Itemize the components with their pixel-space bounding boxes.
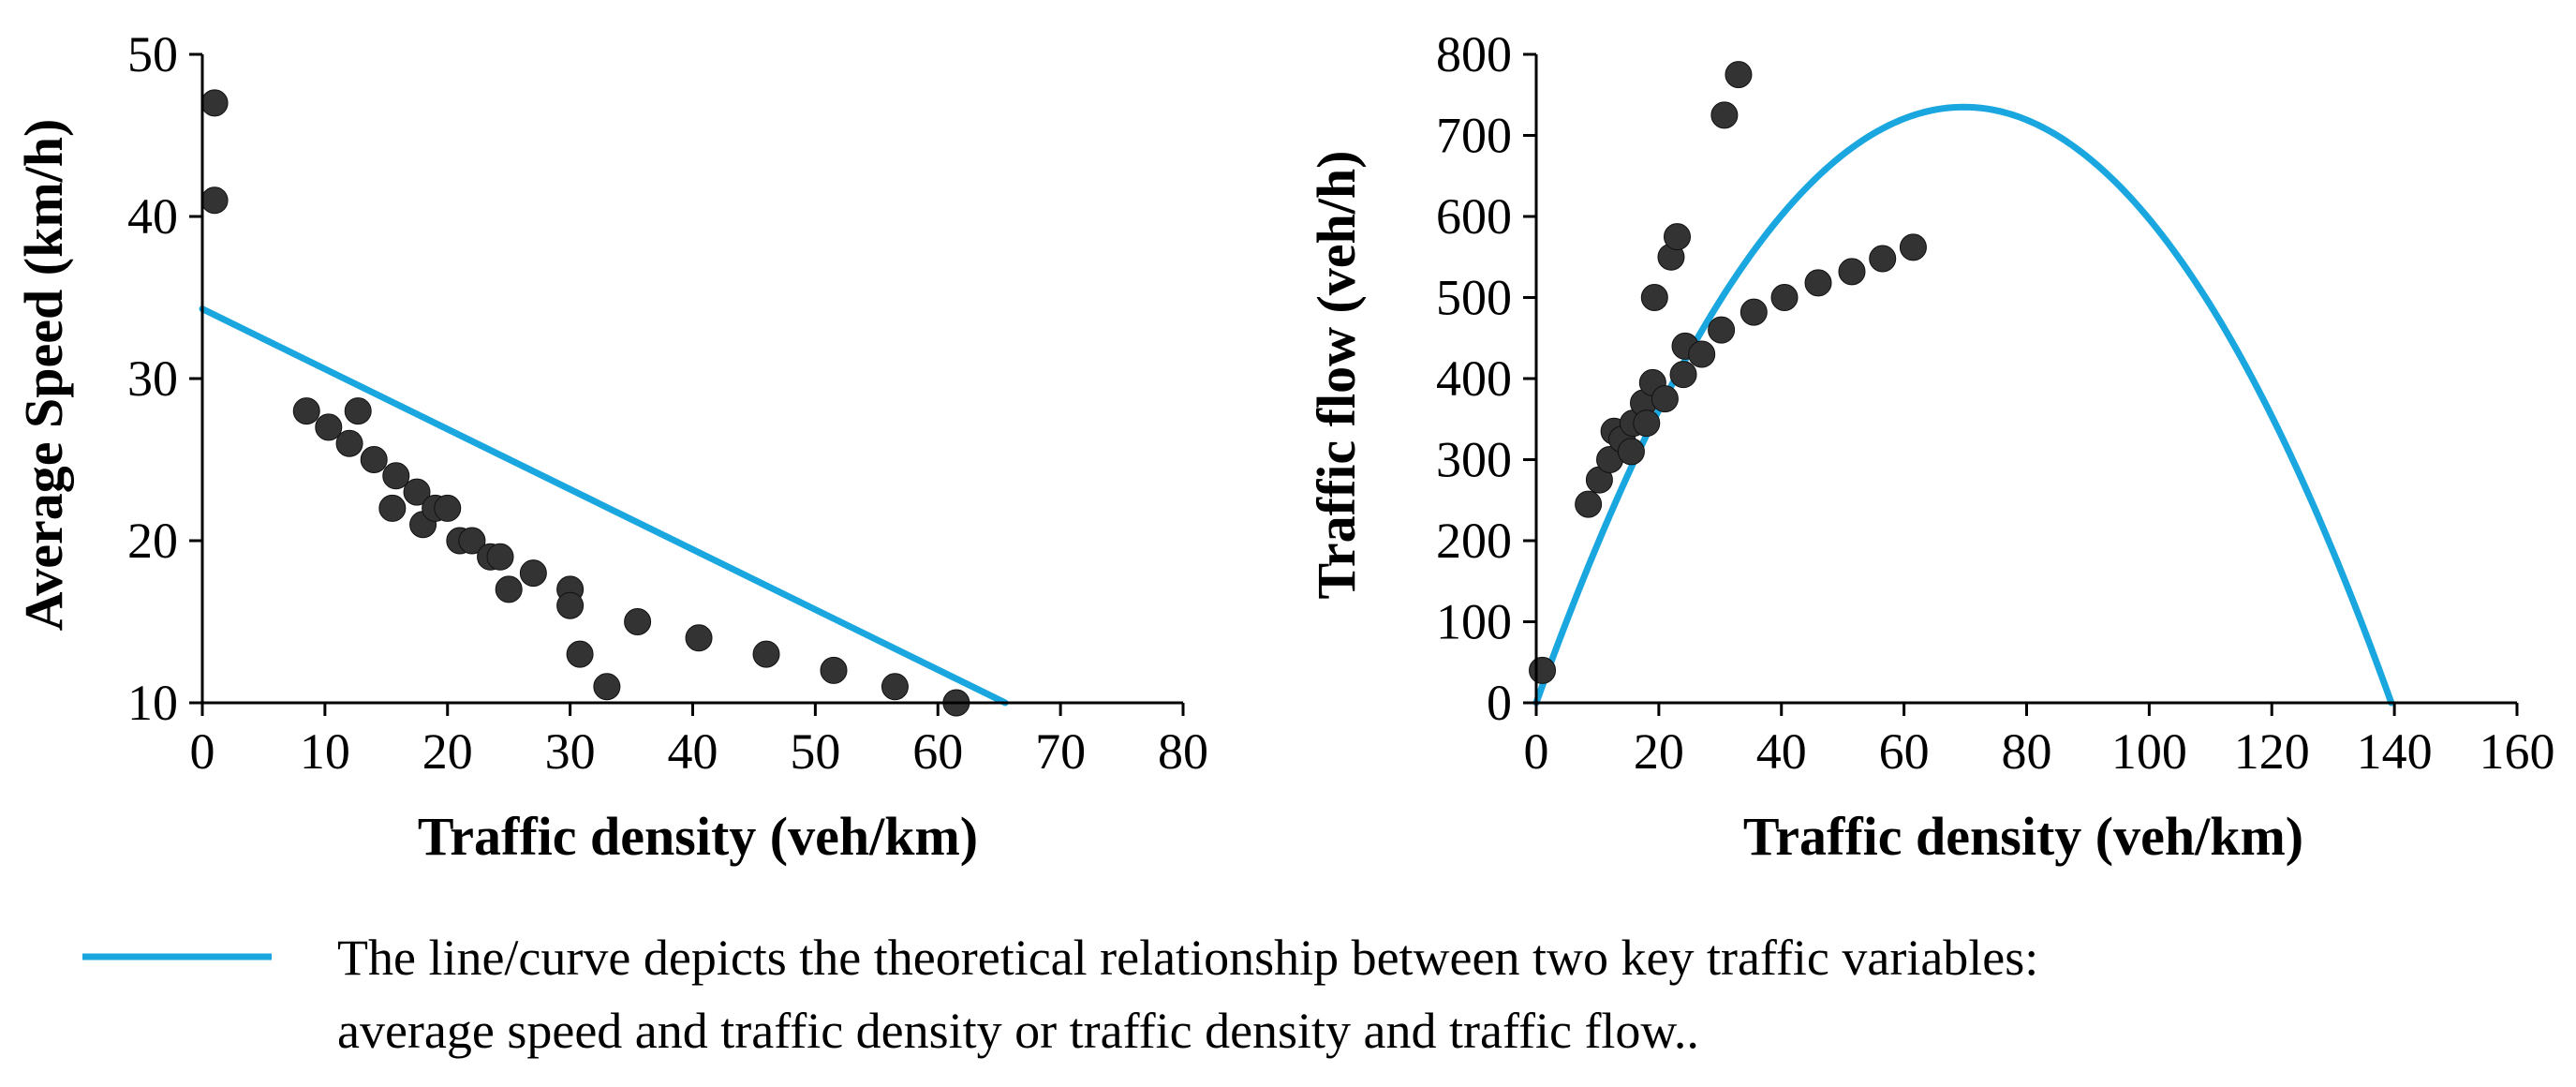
left-y-tick-label: 20 bbox=[127, 513, 178, 569]
right-y-tick-label: 400 bbox=[1436, 350, 1512, 407]
right-data-point bbox=[1633, 409, 1661, 438]
left-y-tick-label: 50 bbox=[127, 26, 178, 82]
left-y-tick-label: 10 bbox=[127, 675, 178, 731]
left-y-axis-title: Average Speed (km/h) bbox=[13, 119, 74, 632]
right-y-tick-label: 700 bbox=[1436, 108, 1512, 164]
left-x-tick-label: 50 bbox=[790, 723, 840, 780]
speed-density-points-layer bbox=[200, 89, 970, 717]
right-data-point bbox=[1725, 61, 1753, 89]
left-x-axis-title: Traffic density (veh/km) bbox=[418, 806, 978, 867]
legend-text-line1: The line/curve depicts the theoretical r… bbox=[337, 930, 2038, 986]
left-data-point bbox=[382, 462, 410, 490]
right-x-tick-label: 40 bbox=[1756, 723, 1807, 780]
legend-text-line2: average speed and traffic density or tra… bbox=[337, 1003, 1699, 1059]
right-y-axis-title: Traffic flow (veh/h) bbox=[1306, 151, 1367, 600]
right-x-tick-label: 140 bbox=[2357, 723, 2433, 780]
flow-density-points-layer bbox=[1529, 61, 1927, 684]
right-data-point bbox=[1688, 340, 1716, 368]
right-y-tick-label: 100 bbox=[1436, 594, 1512, 650]
left-data-point bbox=[486, 543, 514, 571]
right-data-point bbox=[1740, 298, 1768, 326]
flow-density-axes-layer: 0 100 200 300 400 500 600 700 800 0 20 40 60 80 100 120… bbox=[1436, 26, 2555, 780]
right-x-tick-label: 100 bbox=[2111, 723, 2187, 780]
left-x-tick-label: 80 bbox=[1158, 723, 1208, 780]
right-data-point bbox=[1899, 233, 1927, 261]
left-theoretical-line bbox=[199, 305, 1009, 707]
right-x-tick-label: 20 bbox=[1634, 723, 1684, 780]
left-data-point bbox=[315, 413, 343, 441]
left-data-point bbox=[458, 527, 486, 555]
right-data-point bbox=[1838, 258, 1866, 286]
left-x-tick-label: 30 bbox=[545, 723, 596, 780]
right-data-point bbox=[1617, 438, 1645, 466]
left-x-tick-label: 70 bbox=[1035, 723, 1086, 780]
left-data-point bbox=[335, 429, 363, 457]
left-data-point bbox=[434, 494, 462, 522]
right-data-point bbox=[1770, 284, 1799, 311]
left-data-point bbox=[624, 608, 652, 635]
right-data-point bbox=[1669, 361, 1697, 389]
right-y-tick-label: 600 bbox=[1436, 188, 1512, 245]
right-y-tick-label: 800 bbox=[1436, 26, 1512, 82]
right-y-tick-label: 300 bbox=[1436, 432, 1512, 488]
right-data-point bbox=[1651, 385, 1679, 413]
left-x-tick-label: 10 bbox=[300, 723, 350, 780]
right-data-point bbox=[1804, 269, 1832, 297]
left-x-tick-label: 0 bbox=[190, 723, 215, 780]
left-y-tick-label: 40 bbox=[127, 188, 178, 245]
left-data-point bbox=[200, 186, 229, 215]
left-y-tick-label: 30 bbox=[127, 350, 178, 407]
right-data-point bbox=[1575, 490, 1603, 518]
right-y-tick-label: 0 bbox=[1487, 675, 1512, 731]
left-x-tick-label: 20 bbox=[422, 723, 473, 780]
left-x-tick-label: 60 bbox=[912, 723, 963, 780]
left-data-point bbox=[881, 673, 909, 701]
left-data-point bbox=[378, 494, 407, 522]
left-data-point bbox=[344, 397, 372, 425]
legend: The line/curve depicts the theoretical r… bbox=[82, 930, 2038, 1059]
right-x-axis-title: Traffic density (veh/km) bbox=[1743, 806, 2303, 867]
flow-density-chart: 0 100 200 300 400 500 600 700 800 0 20 40 60 80 100 120… bbox=[1306, 26, 2555, 867]
left-data-point bbox=[495, 575, 523, 603]
right-data-point bbox=[1640, 284, 1668, 311]
right-data-point bbox=[1664, 223, 1692, 251]
left-data-point bbox=[593, 673, 621, 701]
right-x-tick-label: 160 bbox=[2480, 723, 2555, 780]
right-data-point bbox=[1869, 245, 1897, 273]
left-data-point bbox=[200, 89, 229, 117]
left-data-point bbox=[519, 559, 547, 588]
right-data-point bbox=[1529, 656, 1557, 684]
right-y-tick-label: 500 bbox=[1436, 270, 1512, 326]
left-data-point bbox=[360, 446, 388, 473]
left-data-point bbox=[820, 656, 848, 684]
right-x-tick-label: 0 bbox=[1524, 723, 1549, 780]
left-data-point bbox=[752, 640, 780, 668]
left-data-point bbox=[566, 640, 594, 668]
right-x-tick-label: 80 bbox=[2002, 723, 2052, 780]
speed-density-theoretical-layer bbox=[199, 305, 1009, 707]
left-data-point bbox=[685, 624, 713, 652]
left-x-tick-label: 40 bbox=[668, 723, 718, 780]
right-x-tick-label: 120 bbox=[2234, 723, 2310, 780]
right-x-tick-label: 60 bbox=[1879, 723, 1930, 780]
left-data-point bbox=[403, 478, 431, 506]
left-data-point bbox=[556, 591, 585, 619]
left-data-point bbox=[292, 397, 320, 425]
right-data-point bbox=[1708, 316, 1736, 344]
right-data-point bbox=[1710, 101, 1739, 129]
right-y-tick-label: 200 bbox=[1436, 513, 1512, 569]
